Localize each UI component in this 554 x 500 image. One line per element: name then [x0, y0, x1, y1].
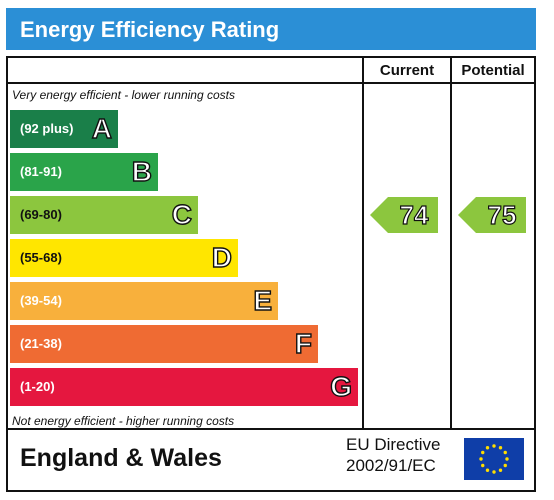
current-rating-value: 74 — [399, 199, 429, 230]
band-letter: F — [294, 327, 313, 359]
current-rating-arrow: 74 — [370, 197, 438, 233]
eu-directive-line1: EU Directive — [346, 435, 441, 454]
eu-star-icon — [479, 457, 483, 461]
potential-arrow-shape — [458, 197, 526, 233]
rating-band-d: (55-68) D — [10, 239, 238, 277]
band-letter: C — [171, 198, 193, 230]
band-range-label: (39-54) — [20, 293, 62, 308]
rating-band-g: (1-20) G — [10, 368, 358, 406]
bottom-note: Not energy efficient - higher running co… — [12, 414, 235, 428]
rating-band-e: (39-54) E — [10, 282, 278, 320]
potential-rating-value: 75 — [487, 199, 517, 230]
rating-band-f: (21-38) F — [10, 325, 318, 363]
region-label: England & Wales — [20, 444, 222, 472]
band-range-label: (81-91) — [20, 164, 62, 179]
chart-title: Energy Efficiency Rating — [6, 8, 536, 50]
band-letter: A — [91, 112, 113, 144]
header-divider — [8, 82, 534, 84]
band-range-label: (69-80) — [20, 207, 62, 222]
eu-flag-icon — [464, 438, 524, 480]
eu-star-icon — [485, 446, 490, 450]
band-range-label: (1-20) — [20, 379, 55, 394]
band-letter: B — [131, 155, 153, 187]
eu-star-icon — [492, 444, 496, 448]
eu-star-icon — [498, 468, 503, 472]
eu-directive: EU Directive 2002/91/EC — [346, 434, 440, 476]
current-arrow-shape — [370, 197, 438, 233]
column-divider-current — [362, 58, 364, 430]
eu-star-icon — [498, 446, 503, 450]
eu-star-icon — [481, 463, 485, 468]
band-letter: G — [330, 370, 353, 402]
rating-band-b: (81-91) B — [10, 153, 158, 191]
eu-star-icon — [503, 450, 507, 455]
band-range-label: (92 plus) — [20, 121, 74, 136]
band-range-label: (55-68) — [20, 250, 62, 265]
band-letter: D — [211, 241, 233, 273]
band-range-label: (21-38) — [20, 336, 62, 351]
rating-band-c: (69-80) C — [10, 196, 198, 234]
rating-band-a: (92 plus) A — [10, 110, 118, 148]
footer-divider — [8, 428, 534, 430]
column-header-potential: Potential — [461, 62, 525, 79]
band-letter: E — [253, 284, 273, 316]
rating-frame: Current Potential Very energy efficient … — [6, 56, 536, 492]
eu-star-icon — [503, 463, 507, 468]
eu-star-icon — [481, 450, 485, 455]
eu-star-icon — [492, 470, 496, 474]
top-note: Very energy efficient - lower running co… — [12, 88, 235, 102]
eu-star-icon — [485, 468, 490, 472]
eu-star-icon — [505, 457, 509, 461]
eu-directive-line2: 2002/91/EC — [346, 456, 436, 475]
column-header-current: Current — [379, 62, 435, 79]
column-divider-potential — [450, 58, 452, 430]
potential-rating-arrow: 75 — [458, 197, 526, 233]
